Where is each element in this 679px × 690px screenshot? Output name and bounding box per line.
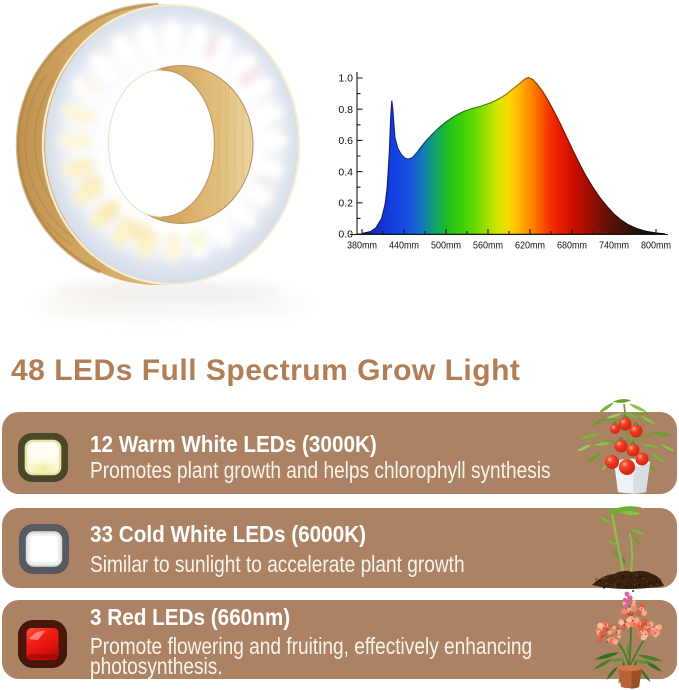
svg-text:0.2: 0.2 [338,198,353,210]
svg-text:440mm: 440mm [389,240,419,252]
svg-text:0.8: 0.8 [338,104,353,116]
svg-text:740mm: 740mm [599,240,629,252]
svg-text:680mm: 680mm [557,240,587,252]
svg-text:0.6: 0.6 [338,135,353,147]
svg-text:800mm: 800mm [641,240,671,252]
svg-text:500mm: 500mm [431,240,461,252]
svg-text:0.0: 0.0 [338,229,353,241]
svg-text:0.4: 0.4 [338,166,353,178]
svg-text:1.0: 1.0 [338,73,353,85]
svg-text:620mm: 620mm [515,240,545,252]
svg-text:560mm: 560mm [473,240,503,252]
svg-text:380mm: 380mm [347,240,377,252]
